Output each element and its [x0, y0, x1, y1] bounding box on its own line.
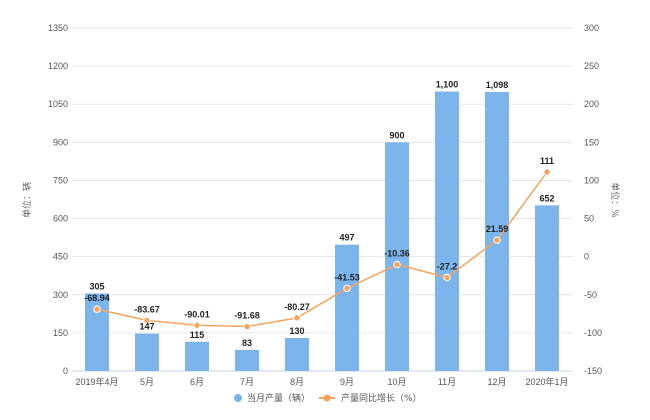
bar-data-label: 147 [139, 322, 154, 332]
x-axis-tick-label: 9月 [340, 377, 354, 387]
x-axis-tick-label: 12月 [487, 377, 506, 387]
bar-data-label: 305 [89, 282, 104, 292]
bar-data-label: 1,100 [436, 80, 459, 90]
right-axis-tick-label: -100 [584, 328, 602, 338]
right-axis-tick-label: 100 [584, 175, 599, 185]
bar [485, 92, 509, 371]
right-axis-tick-label: -150 [584, 366, 602, 376]
line-point [493, 236, 501, 244]
growth-line [96, 171, 548, 328]
right-axis-ticks: -150 -100 -50 0 50 100 150 200 250 300 [584, 23, 602, 376]
legend-bar-swatch [234, 394, 242, 402]
bar-data-label: 900 [389, 130, 404, 140]
line-data-label: 21.59 [486, 224, 509, 234]
left-axis-tick-label: 300 [53, 290, 68, 300]
line-point [243, 322, 251, 331]
bar-data-label: 115 [190, 330, 205, 340]
left-axis-tick-label: 450 [53, 252, 68, 262]
right-axis-tick-label: 200 [584, 99, 599, 109]
bar-data-labels: 305 147 115 83 130 497 900 1,100 1,098 652 [89, 80, 554, 348]
legend-item-bar[interactable]: 当月产量（辆） [234, 392, 310, 404]
left-axis-tick-label: 1350 [48, 23, 68, 33]
left-axis-tick-label: 0 [63, 366, 68, 376]
line-data-label: -27.2 [437, 261, 458, 271]
bar [85, 293, 109, 371]
bar [435, 91, 459, 371]
legend-item-line[interactable]: 产量同比增长（%） [319, 392, 422, 404]
x-axis-tick-label: 5月 [140, 377, 154, 387]
line-point [93, 305, 101, 313]
line-data-label: -83.67 [134, 304, 160, 314]
bar [135, 333, 159, 371]
x-axis-ticks: 2019年4月 5月 6月 7月 8月 9月 10月 11月 12月 2020年1月 [75, 376, 568, 387]
left-axis-tick-label: 150 [53, 328, 68, 338]
line-point [393, 260, 401, 269]
bar [235, 349, 259, 371]
bar-data-label: 1,098 [486, 80, 509, 90]
line-data-labels: -68.94 -83.67 -90.01 -91.68 -80.27 -41.53 -10.… [84, 156, 554, 320]
line-data-label: 111 [540, 156, 554, 166]
left-axis-tick-label: 600 [53, 214, 68, 224]
x-axis-tick-label: 10月 [387, 377, 406, 387]
line-point [343, 284, 351, 293]
x-axis-tick-label: 2019年4月 [75, 376, 118, 387]
x-axis-tick-label: 7月 [240, 377, 254, 387]
left-axis-tick-label: 900 [53, 137, 68, 147]
line-point [293, 314, 301, 322]
right-axis-tick-label: -50 [584, 290, 597, 300]
right-axis-tick-label: 0 [584, 252, 589, 262]
bar [185, 341, 209, 371]
left-axis-tick-label: 1050 [48, 99, 68, 109]
line-point [543, 168, 551, 176]
bar-data-label: 497 [339, 233, 354, 243]
bar [285, 337, 309, 371]
line-data-label: -41.53 [334, 272, 360, 282]
right-axis-tick-label: 150 [584, 137, 599, 147]
bar [335, 244, 359, 371]
line-data-label: -68.94 [84, 293, 110, 303]
bar-data-label: 652 [539, 193, 554, 203]
line-data-label: -10.36 [384, 249, 410, 259]
right-axis-title: 单位：% [609, 182, 621, 218]
left-axis-title: 单位：辆 [21, 182, 33, 218]
legend-bar-label: 当月产量（辆） [247, 392, 310, 404]
legend: 当月产量（辆） 产量同比增长（%） [234, 392, 422, 404]
legend-line-marker [323, 394, 331, 402]
legend-line-label: 产量同比增长（%） [341, 392, 422, 404]
left-axis-ticks: 0 150 300 450 600 750 900 1050 1200 1350 [48, 23, 68, 376]
right-axis-tick-label: 250 [584, 61, 599, 71]
bar [535, 205, 559, 371]
bar-data-label: 83 [242, 338, 252, 348]
x-axis-tick-label: 8月 [290, 377, 304, 387]
line-data-label: -90.01 [184, 309, 210, 319]
bar-data-label: 130 [289, 326, 304, 336]
left-axis-tick-label: 750 [53, 175, 68, 185]
line-data-label: -91.68 [234, 311, 260, 321]
x-axis-tick-label: 2020年1月 [525, 376, 568, 387]
x-axis-tick-label: 6月 [190, 377, 204, 387]
bar-series [85, 91, 559, 371]
left-axis-tick-label: 1200 [48, 61, 68, 71]
right-axis-tick-label: 300 [584, 23, 599, 33]
line-data-label: -80.27 [284, 302, 310, 312]
right-axis-tick-label: 50 [584, 214, 594, 224]
line-point [193, 321, 201, 329]
line-point [143, 316, 151, 325]
bar [385, 142, 409, 371]
line-point [443, 273, 451, 282]
x-axis-tick-label: 11月 [438, 377, 456, 387]
line-series [93, 168, 551, 331]
